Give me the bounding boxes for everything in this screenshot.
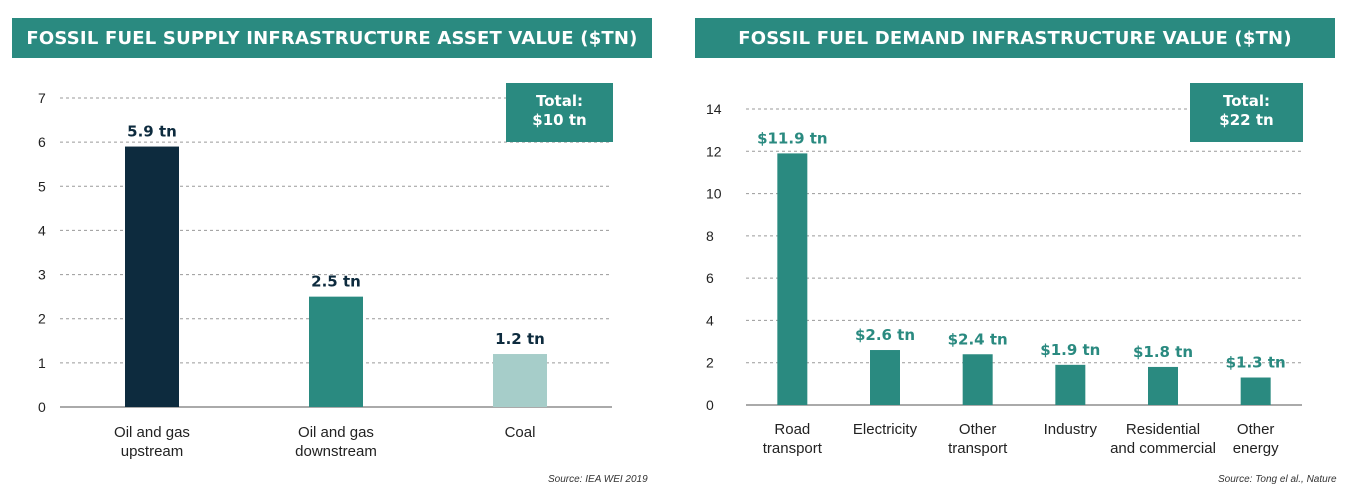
demand-value-label: $2.6 tn [855,326,915,344]
demand-bar [1148,366,1178,405]
demand-category-label: Residential [1126,421,1200,438]
demand-bar [1240,377,1271,405]
supply-bar [125,146,179,408]
demand-category-label: Other [959,421,997,438]
right-chart-title: FOSSIL FUEL DEMAND INFRASTRUCTURE VALUE … [738,27,1292,49]
supply-category-label: Oil and gas [114,424,190,441]
demand-bar-chart: 0 2 4 6 8 10 12 14 $11.9 tn Road transport $2.6 tn E… [706,83,1303,457]
supply-y-tick-label: 3 [38,267,46,283]
demand-category-label: Road [774,421,810,438]
demand-value-label: $1.8 tn [1133,343,1193,361]
demand-category-label: energy [1233,440,1279,457]
supply-total-text: $10 tn [532,111,586,129]
demand-value-label: $11.9 tn [757,129,828,147]
supply-y-tick-label: 2 [38,311,46,327]
demand-y-tick-label: 10 [706,186,722,202]
demand-bar [777,153,808,405]
demand-value-label: $2.4 tn [948,330,1008,348]
demand-value-label: $1.9 tn [1040,341,1100,359]
demand-y-tick-label: 12 [706,143,722,159]
left-chart-title-banner: FOSSIL FUEL SUPPLY INFRASTRUCTURE ASSET … [12,18,652,58]
demand-y-tick-label: 4 [706,312,714,328]
demand-y-tick-label: 2 [706,355,714,371]
supply-category-label: upstream [121,443,184,460]
left-source-note: Source: IEA WEI 2019 [548,474,648,485]
demand-category-label: Industry [1044,421,1098,438]
demand-total-text: Total: [1223,92,1270,110]
demand-category-label: transport [948,440,1008,457]
supply-bar [309,296,363,407]
supply-category-label: Coal [505,424,536,441]
left-chart-title: FOSSIL FUEL SUPPLY INFRASTRUCTURE ASSET … [26,27,638,49]
supply-y-tick-label: 0 [38,399,46,415]
supply-y-tick-label: 7 [38,90,46,106]
demand-y-tick-label: 6 [706,270,714,286]
supply-category-label: downstream [295,443,377,460]
supply-bar [493,354,547,407]
demand-bar [1055,364,1086,405]
demand-category-label: Other [1237,421,1275,438]
demand-category-label: and commercial [1110,440,1216,457]
supply-y-tick-label: 1 [38,355,46,371]
supply-y-tick-label: 5 [38,178,46,194]
demand-total-text: $22 tn [1219,111,1273,129]
supply-value-label: 2.5 tn [311,273,361,291]
supply-bar-chart: 0 1 2 3 4 5 6 7 5.9 tn Oil and gas upstream 2.5 tn O… [38,83,613,460]
supply-y-tick-label: 4 [38,222,46,238]
demand-y-tick-label: 8 [706,228,714,244]
supply-value-label: 5.9 tn [127,123,177,141]
demand-category-label: Electricity [853,421,918,438]
demand-y-tick-label: 14 [706,101,722,117]
supply-category-label: Oil and gas [298,424,374,441]
supply-total-text: Total: [536,92,583,110]
demand-y-tick-label: 0 [706,397,714,413]
supply-value-label: 1.2 tn [495,330,545,348]
demand-value-label: $1.3 tn [1226,354,1286,372]
demand-category-label: transport [763,440,823,457]
right-chart-title-banner: FOSSIL FUEL DEMAND INFRASTRUCTURE VALUE … [695,18,1335,58]
supply-total-box [506,83,613,142]
demand-total-box [1190,83,1303,142]
right-source-note: Source: Tong el al., Nature [1218,474,1337,485]
supply-y-tick-label: 6 [38,134,46,150]
demand-bar [870,350,900,405]
demand-bar [962,354,993,405]
